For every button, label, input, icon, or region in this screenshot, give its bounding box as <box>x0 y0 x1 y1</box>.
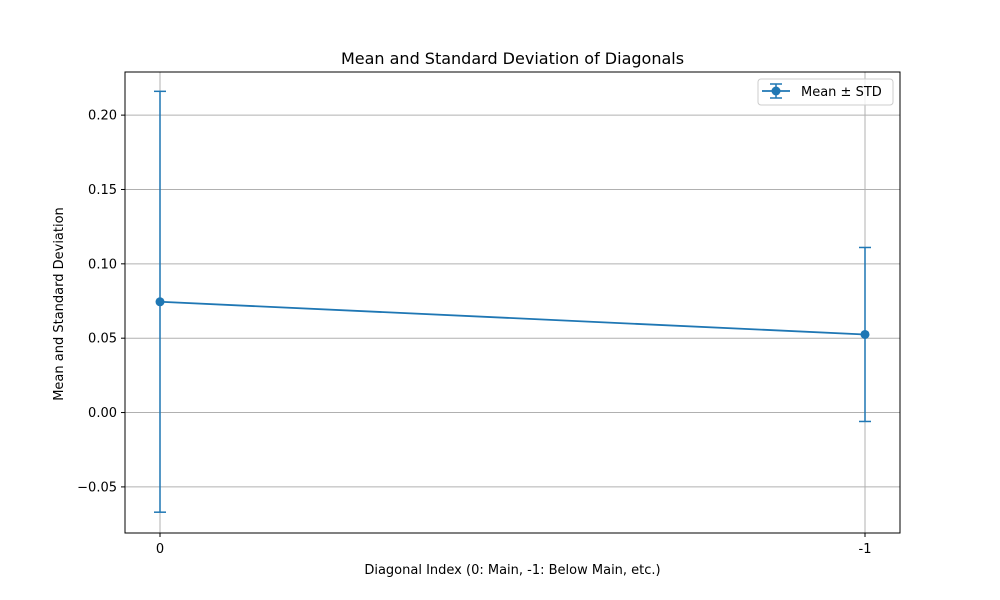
legend-dot <box>771 86 781 96</box>
grid-layer <box>125 72 900 533</box>
y-tick-label: 0.15 <box>88 183 117 198</box>
ticks-layer: −0.05 0.00 0.05 0.10 0.15 0.20 0 -1 <box>77 109 871 557</box>
legend-box <box>757 78 894 106</box>
y-tick-label: 0.10 <box>88 257 117 272</box>
y-tick-label: 0.00 <box>88 406 117 421</box>
x-tick-label: 0 <box>156 542 164 557</box>
y-axis-label: Mean and Standard Deviation <box>52 207 67 401</box>
chart-title: Mean and Standard Deviation of Diagonals <box>341 49 684 68</box>
y-tick-label: 0.20 <box>88 109 117 124</box>
data-point <box>155 297 165 307</box>
x-axis-label: Diagonal Index (0: Main, -1: Below Main,… <box>364 563 660 578</box>
legend-marker <box>762 83 790 99</box>
data-point <box>860 329 870 339</box>
y-tick-label: −0.05 <box>77 480 117 495</box>
x-tick-label: -1 <box>859 542 872 557</box>
legend-label: Mean ± STD <box>801 85 882 100</box>
plot-frame <box>124 71 901 534</box>
y-tick-label: 0.05 <box>88 332 117 347</box>
series-line <box>159 300 866 336</box>
series-layer <box>154 90 871 513</box>
legend: Mean ± STD <box>757 78 894 106</box>
